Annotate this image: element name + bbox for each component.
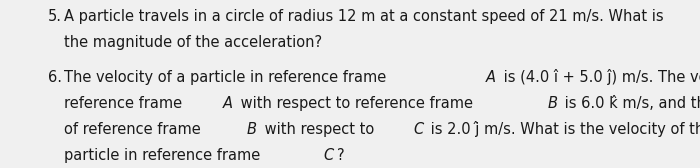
Text: the magnitude of the acceleration?: the magnitude of the acceleration? (64, 35, 323, 50)
Text: with respect to reference frame: with respect to reference frame (236, 96, 477, 111)
Text: is 6.0 k̂ m/s, and the velocity: is 6.0 k̂ m/s, and the velocity (561, 95, 700, 111)
Text: is (4.0 î + 5.0 ĵ) m/s. The velocity of: is (4.0 î + 5.0 ĵ) m/s. The velocity of (499, 69, 700, 85)
Text: A particle travels in a circle of radius 12 m at a constant speed of 21 m/s. Wha: A particle travels in a circle of radius… (64, 9, 664, 24)
Text: 6.: 6. (48, 70, 62, 85)
Text: particle in reference frame: particle in reference frame (64, 149, 265, 163)
Text: C: C (413, 122, 424, 137)
Text: of reference frame: of reference frame (64, 122, 206, 137)
Text: C: C (323, 149, 334, 163)
Text: A: A (486, 70, 496, 85)
Text: B: B (547, 96, 557, 111)
Text: is 2.0 ĵ m/s. What is the velocity of the: is 2.0 ĵ m/s. What is the velocity of t… (426, 121, 700, 137)
Text: ?: ? (337, 149, 344, 163)
Text: with respect to: with respect to (260, 122, 379, 137)
Text: A: A (223, 96, 233, 111)
Text: reference frame: reference frame (64, 96, 187, 111)
Text: 5.: 5. (48, 9, 62, 24)
Text: The velocity of a particle in reference frame: The velocity of a particle in reference … (64, 70, 391, 85)
Text: B: B (247, 122, 257, 137)
